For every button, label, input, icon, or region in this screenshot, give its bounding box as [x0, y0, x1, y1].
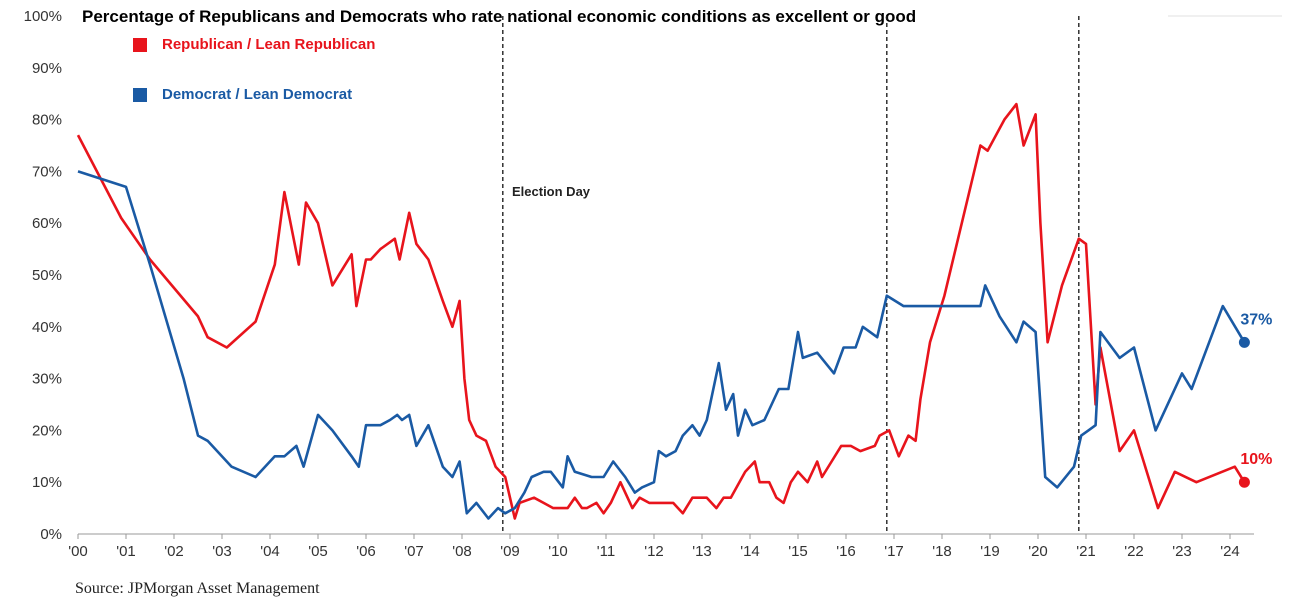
x-tick-label: '10	[548, 543, 568, 560]
election-day-annotation: Election Day	[512, 184, 591, 199]
line-chart: Percentage of Republicans and Democrats …	[24, 7, 1282, 560]
legend-swatch	[133, 88, 147, 102]
y-tick-label: 20%	[32, 422, 62, 439]
y-tick-label: 30%	[32, 371, 62, 388]
y-tick-label: 60%	[32, 215, 62, 232]
x-tick-label: '14	[740, 543, 760, 560]
x-tick-label: '01	[116, 543, 136, 560]
series-line-0	[76, 102, 1246, 520]
x-tick-label: '18	[932, 543, 952, 560]
x-tick-label: '15	[788, 543, 808, 560]
y-tick-label: 0%	[40, 526, 62, 543]
legend: Republican / Lean Republican Democrat / L…	[133, 36, 375, 103]
series-end-label: 10%	[1240, 451, 1272, 468]
x-tick-label: '08	[452, 543, 472, 560]
chart-title: Percentage of Republicans and Democrats …	[82, 7, 916, 26]
x-tick-label: '07	[404, 543, 424, 560]
x-tick-label: '05	[308, 543, 328, 560]
x-tick-label: '03	[212, 543, 232, 560]
y-tick-label: 80%	[32, 112, 62, 129]
x-tick-label: '04	[260, 543, 280, 560]
legend-label: Democrat / Lean Democrat	[162, 86, 352, 103]
series-end-marker	[1238, 336, 1250, 348]
legend-label: Republican / Lean Republican	[162, 36, 375, 53]
y-tick-label: 50%	[32, 267, 62, 284]
source-note: Source: JPMorgan Asset Management	[75, 580, 320, 597]
y-tick-label: 90%	[32, 60, 62, 77]
x-tick-label: '24	[1220, 543, 1240, 560]
x-tick-label: '17	[884, 543, 904, 560]
y-tick-label: 70%	[32, 163, 62, 180]
x-tick-label: '23	[1172, 543, 1192, 560]
y-tick-label: 10%	[32, 474, 62, 491]
x-tick-label: '20	[1028, 543, 1048, 560]
x-tick-label: '16	[836, 543, 856, 560]
y-tick-label: 100%	[24, 8, 62, 25]
legend-swatch	[133, 38, 147, 52]
election-day-lines	[502, 16, 1080, 534]
y-axis: 0% 10% 20% 30% 40% 50% 60% 70% 80% 90% 100%	[24, 8, 62, 543]
x-tick-label: '12	[644, 543, 664, 560]
x-tick-label: '09	[500, 543, 520, 560]
x-tick-label: '21	[1076, 543, 1096, 560]
x-tick-label: '02	[164, 543, 184, 560]
x-tick-label: '22	[1124, 543, 1144, 560]
x-tick-label: '19	[980, 543, 1000, 560]
series-lines: 10% 37%	[76, 102, 1272, 520]
x-tick-label: '00	[68, 543, 88, 560]
x-tick-label: '06	[356, 543, 376, 560]
x-axis: '00 '01 '02 '03 '04 '05 '06 '07 '08 '09 '10 '11 '12 '…	[68, 533, 1254, 560]
y-tick-label: 40%	[32, 319, 62, 336]
series-end-marker	[1238, 476, 1250, 488]
series-end-label: 37%	[1240, 311, 1272, 328]
x-tick-label: '11	[597, 543, 615, 560]
series-line-1	[77, 170, 1246, 520]
x-tick-label: '13	[692, 543, 712, 560]
